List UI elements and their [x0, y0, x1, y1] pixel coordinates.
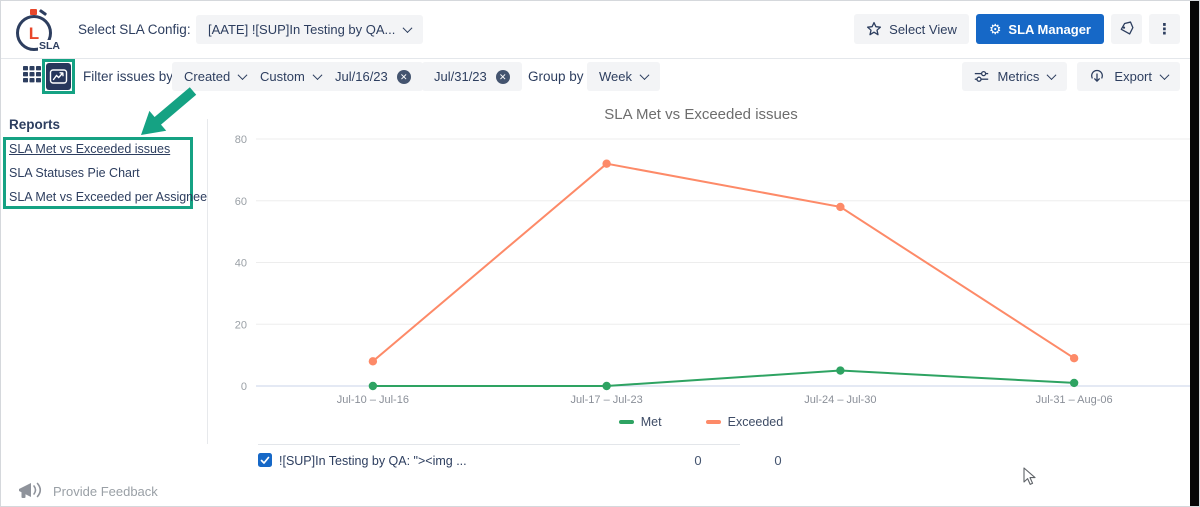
table-divider — [258, 444, 740, 445]
sidebar-item-statuses-pie-chart[interactable]: SLA Statuses Pie Chart — [9, 166, 140, 180]
feedback-label[interactable]: Provide Feedback — [53, 484, 158, 499]
exceeded-count-cell: 0 — [774, 453, 782, 468]
star-icon — [867, 21, 882, 36]
select-config-label: Select SLA Config: — [78, 22, 191, 37]
y-tick-label: 0 — [241, 381, 247, 393]
gear-icon: ⚙ — [988, 21, 1002, 37]
top-bar-actions: Select View ⚙ SLA Manager ⋮ — [854, 14, 1180, 44]
sla-logo: L SLA — [14, 8, 64, 53]
chevron-down-icon — [639, 70, 650, 81]
legend-item-met[interactable]: Met — [618, 415, 662, 429]
date-to-chip[interactable]: Jul/31/23 ✕ — [422, 62, 522, 91]
logo-text: SLA — [38, 40, 60, 52]
data-point-met[interactable] — [602, 381, 611, 391]
sidebar-divider — [207, 119, 208, 444]
x-tick-label: Jul-17 – Jul-23 — [571, 394, 643, 406]
annotation-highlight-box — [3, 137, 193, 209]
legend-label-exceeded: Exceeded — [727, 415, 784, 429]
chevron-down-icon — [312, 70, 323, 81]
data-point-exceeded[interactable] — [836, 202, 845, 212]
chevron-down-icon — [237, 70, 248, 81]
table-view-button[interactable] — [23, 66, 42, 88]
date-from-value: Jul/16/23 — [335, 69, 388, 84]
filter-field-value: Created — [184, 69, 231, 84]
chart-view-highlight-box — [42, 59, 75, 94]
chevron-down-icon — [1159, 70, 1170, 81]
exceeded-series-swatch — [705, 420, 721, 424]
chart-canvas[interactable]: 0 20 40 60 80 Jul-10 – Jul-16 Jul-17 – Jul-23 J… — [221, 129, 1191, 419]
x-tick-label: Jul-31 – Aug-06 — [1036, 394, 1113, 406]
group-by-label: Group by — [528, 69, 584, 84]
sidebar-item-met-vs-exceeded-per-assignee[interactable]: SLA Met vs Exceeded per Assignee — [9, 190, 208, 204]
clear-date-icon[interactable]: ✕ — [495, 69, 510, 84]
legend-label-met: Met — [640, 415, 662, 429]
chart-legend: Met Exceeded — [256, 415, 1146, 429]
more-options-button[interactable]: ⋮ — [1149, 14, 1180, 44]
filter-field-dropdown[interactable]: Created — [172, 62, 259, 91]
metrics-label: Metrics — [997, 69, 1040, 84]
metrics-dropdown[interactable]: Metrics — [961, 62, 1068, 91]
y-tick-label: 20 — [235, 319, 247, 331]
y-tick-label: 80 — [235, 134, 247, 146]
screen-edge-strip — [1190, 1, 1199, 506]
date-range-dropdown[interactable]: Custom — [248, 62, 333, 91]
clear-date-icon[interactable]: ✕ — [396, 69, 411, 84]
sla-manager-button[interactable]: ⚙ SLA Manager — [975, 14, 1104, 44]
x-tick-label: Jul-10 – Jul-16 — [337, 394, 409, 406]
megaphone-icon — [19, 482, 42, 498]
sla-manager-label: SLA Manager — [1008, 21, 1091, 37]
config-dropdown-value: [AATE] ![SUP]In Testing by QA... — [208, 22, 396, 37]
series-line-exceeded — [372, 162, 1075, 363]
table-row-label: ![SUP]In Testing by QA: "><img ... — [279, 454, 467, 468]
stopwatch-button-icon — [30, 9, 37, 15]
met-series-swatch — [618, 420, 634, 424]
chart-title: SLA Met vs Exceeded issues — [604, 106, 798, 123]
chevron-down-icon — [1046, 70, 1057, 81]
chart-view-button[interactable] — [46, 63, 71, 90]
chevron-down-icon — [402, 23, 413, 34]
check-icon — [260, 456, 270, 464]
legend-item-exceeded[interactable]: Exceeded — [705, 415, 784, 429]
x-tick-label: Jul-24 – Jul-30 — [804, 394, 876, 406]
group-by-value: Week — [599, 69, 632, 84]
select-view-label: Select View — [889, 21, 957, 37]
y-tick-label: 40 — [235, 258, 247, 270]
tag-button[interactable] — [1111, 14, 1142, 44]
annotation-arrow — [141, 87, 197, 135]
tag-icon — [1120, 21, 1134, 35]
data-point-met[interactable] — [1069, 378, 1079, 388]
group-by-dropdown[interactable]: Week — [587, 62, 660, 91]
logo-letter: L — [28, 23, 40, 43]
toolbar-right-actions: Metrics Export — [961, 62, 1180, 91]
y-tick-label: 60 — [235, 196, 247, 208]
mouse-cursor — [1023, 467, 1036, 485]
feedback-button[interactable] — [17, 480, 45, 506]
data-point-met[interactable] — [836, 366, 845, 375]
series-line-met — [372, 369, 1075, 387]
table-grid-icon — [23, 66, 41, 83]
data-point-exceeded[interactable] — [1069, 354, 1079, 363]
reports-heading: Reports — [9, 117, 61, 132]
line-chart-icon — [49, 69, 68, 84]
date-from-chip[interactable]: Jul/16/23 ✕ — [323, 62, 423, 91]
data-point-exceeded[interactable] — [602, 159, 611, 168]
kebab-menu-icon: ⋮ — [1157, 20, 1172, 38]
data-point-met[interactable] — [368, 381, 378, 391]
date-to-value: Jul/31/23 — [434, 69, 487, 84]
filter-issues-label: Filter issues by: — [83, 69, 177, 84]
select-view-button[interactable]: Select View — [854, 14, 969, 44]
config-dropdown[interactable]: [AATE] ![SUP]In Testing by QA... — [196, 15, 424, 44]
sidebar-item-met-vs-exceeded-issues[interactable]: SLA Met vs Exceeded issues — [9, 142, 171, 156]
met-count-cell: 0 — [694, 453, 702, 468]
data-point-exceeded[interactable] — [368, 357, 378, 366]
top-bar: L SLA Select SLA Config: [AATE] ![SUP]In… — [1, 1, 1199, 59]
export-label: Export — [1114, 69, 1152, 84]
row-checkbox[interactable] — [258, 453, 272, 467]
sliders-icon — [974, 70, 988, 82]
date-range-value: Custom — [260, 69, 305, 84]
stopwatch-handle-icon — [38, 8, 48, 17]
download-cloud-icon — [1091, 69, 1104, 82]
export-dropdown[interactable]: Export — [1077, 62, 1180, 91]
